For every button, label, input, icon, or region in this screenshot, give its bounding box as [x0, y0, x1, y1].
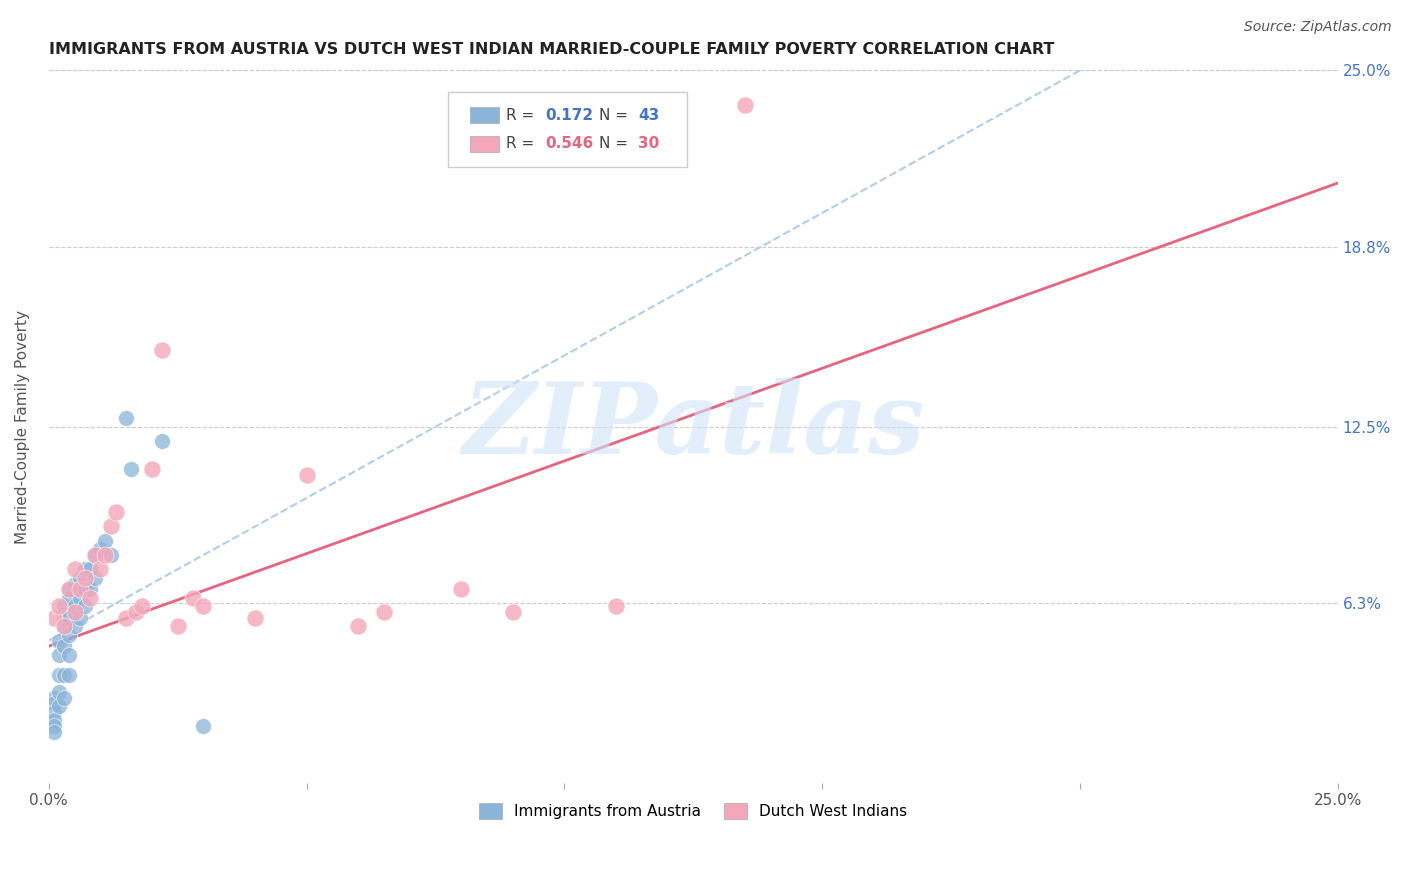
Point — [115, 611, 138, 625]
Point — [48, 667, 70, 681]
Point — [53, 611, 76, 625]
Point — [84, 548, 107, 562]
Point — [53, 599, 76, 614]
Point — [125, 605, 148, 619]
Point — [69, 571, 91, 585]
Point — [181, 591, 204, 605]
Point — [63, 605, 86, 619]
Point — [58, 628, 80, 642]
Point — [347, 619, 370, 633]
Point — [150, 434, 173, 448]
Point — [79, 591, 101, 605]
Text: N =: N = — [599, 136, 633, 152]
Point — [53, 690, 76, 705]
Point — [89, 562, 111, 576]
Point — [42, 690, 65, 705]
FancyBboxPatch shape — [449, 92, 686, 167]
Text: IMMIGRANTS FROM AUSTRIA VS DUTCH WEST INDIAN MARRIED-COUPLE FAMILY POVERTY CORRE: IMMIGRANTS FROM AUSTRIA VS DUTCH WEST IN… — [49, 42, 1054, 57]
Point — [53, 639, 76, 653]
Text: N =: N = — [599, 108, 633, 123]
Point — [63, 562, 86, 576]
Point — [73, 599, 96, 614]
Point — [84, 548, 107, 562]
Point — [58, 582, 80, 597]
Point — [502, 605, 524, 619]
Point — [295, 468, 318, 483]
Point — [48, 599, 70, 614]
Point — [48, 685, 70, 699]
Text: Source: ZipAtlas.com: Source: ZipAtlas.com — [1244, 20, 1392, 34]
Point — [120, 462, 142, 476]
Point — [141, 462, 163, 476]
Point — [734, 97, 756, 112]
Point — [58, 591, 80, 605]
Point — [193, 719, 215, 733]
Point — [58, 648, 80, 662]
Text: 0.546: 0.546 — [546, 136, 593, 152]
Text: R =: R = — [506, 136, 540, 152]
Point — [48, 633, 70, 648]
Point — [58, 582, 80, 597]
Point — [193, 599, 215, 614]
Point — [42, 724, 65, 739]
Point — [58, 667, 80, 681]
Point — [150, 343, 173, 357]
Point — [131, 599, 153, 614]
Point — [53, 619, 76, 633]
Point — [69, 582, 91, 597]
Point — [104, 505, 127, 519]
Text: 0.172: 0.172 — [546, 108, 593, 123]
Point — [73, 571, 96, 585]
Point — [166, 619, 188, 633]
Point — [79, 582, 101, 597]
Bar — [470, 107, 499, 123]
Point — [42, 696, 65, 710]
Point — [63, 576, 86, 591]
Point — [94, 533, 117, 548]
Point — [84, 571, 107, 585]
Point — [48, 648, 70, 662]
Legend: Immigrants from Austria, Dutch West Indians: Immigrants from Austria, Dutch West Indi… — [472, 797, 914, 825]
Point — [69, 591, 91, 605]
Point — [73, 582, 96, 597]
Point — [100, 548, 122, 562]
Point — [42, 611, 65, 625]
Point — [89, 542, 111, 557]
Text: 30: 30 — [638, 136, 659, 152]
Text: ZIPatlas: ZIPatlas — [463, 378, 924, 475]
Point — [115, 411, 138, 425]
Bar — [470, 136, 499, 152]
Point — [94, 548, 117, 562]
Point — [450, 582, 472, 597]
Text: 43: 43 — [638, 108, 659, 123]
Point — [42, 714, 65, 728]
Point — [373, 605, 395, 619]
Point — [73, 562, 96, 576]
Point — [53, 619, 76, 633]
Point — [53, 667, 76, 681]
Point — [48, 699, 70, 714]
Y-axis label: Married-Couple Family Poverty: Married-Couple Family Poverty — [15, 310, 30, 544]
Point — [243, 611, 266, 625]
Point — [63, 619, 86, 633]
Point — [42, 719, 65, 733]
Point — [63, 599, 86, 614]
Point — [42, 705, 65, 719]
Point — [79, 562, 101, 576]
Text: R =: R = — [506, 108, 540, 123]
Point — [605, 599, 627, 614]
Point — [100, 519, 122, 533]
Point — [58, 611, 80, 625]
Point — [69, 611, 91, 625]
